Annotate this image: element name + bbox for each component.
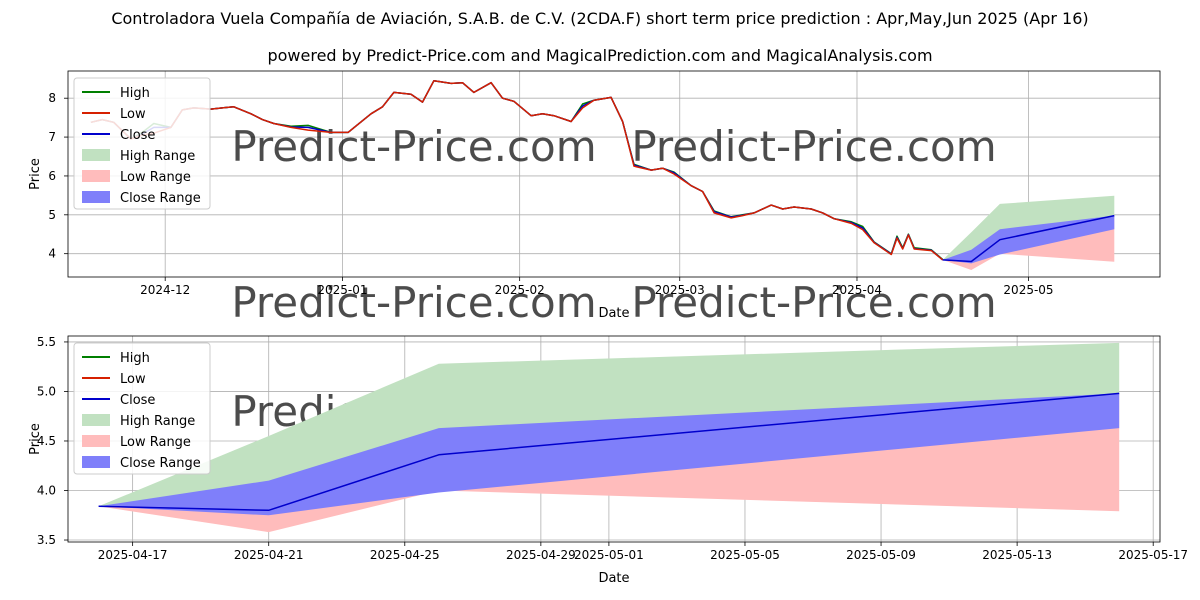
- y-tick-label: 8: [48, 91, 56, 105]
- x-axis-label: Date: [598, 571, 629, 586]
- x-tick-label: 2025-04-21: [234, 548, 304, 562]
- legend-label: Close Range: [120, 456, 201, 471]
- y-tick-label: 4.5: [37, 434, 56, 448]
- x-tick-label: 2025-02: [495, 283, 545, 297]
- plot-area: [90, 79, 1115, 270]
- x-tick-label: 2025-03: [655, 283, 705, 297]
- close-range-band: [98, 393, 1120, 516]
- y-tick-label: 6: [48, 169, 56, 183]
- x-tick-label: 2025-04: [832, 283, 882, 297]
- legend-label: Low: [120, 372, 146, 387]
- x-tick-label: 2025-05-01: [574, 548, 644, 562]
- watermark-text: Predict-Price.com: [231, 122, 596, 171]
- x-tick-label: 2025-04-17: [98, 548, 168, 562]
- legend-label: Low: [120, 107, 146, 122]
- y-tick-label: 5.5: [37, 335, 56, 349]
- x-tick-label: 2025-05-17: [1118, 548, 1188, 562]
- y-axis-label: Price: [28, 158, 43, 190]
- x-tick-label: 2025-05: [1003, 283, 1053, 297]
- watermark-text: Predict-Price.com: [631, 278, 996, 327]
- watermark-text: Predict-Price.com: [631, 122, 996, 171]
- legend-label: High Range: [120, 149, 195, 164]
- x-tick-label: 2025-04-25: [370, 548, 440, 562]
- y-tick-label: 5: [48, 208, 56, 222]
- legend-label: High: [120, 86, 150, 101]
- y-tick-label: 4.0: [37, 484, 56, 498]
- close-forecast-line: [98, 392, 1120, 512]
- legend-swatch-patch: [82, 435, 110, 447]
- legend-swatch-patch: [82, 414, 110, 426]
- legend-label: Low Range: [120, 435, 191, 450]
- legend-label: Close Range: [120, 191, 201, 206]
- legend-swatch-patch: [82, 170, 110, 182]
- y-tick-label: 5.0: [37, 384, 56, 398]
- chart-panel-1: 2024-12 2025-01 2025-02 2025-03 2025-04 2025-…: [28, 70, 1161, 327]
- legend-label: Close: [120, 128, 155, 143]
- legend-swatch-patch: [82, 191, 110, 203]
- x-tick-label: 2024-12: [140, 283, 190, 297]
- legend-label: High: [120, 351, 150, 366]
- axes-frame: [67, 335, 1161, 543]
- x-tick-label: 2025-05-05: [710, 548, 780, 562]
- close-forecast-line: [942, 214, 1115, 263]
- y-tick-label: 3.5: [37, 533, 56, 547]
- legend: High Low Close High Range Low Range Close Ran…: [73, 342, 211, 475]
- x-tick-label: 2025-05-13: [982, 548, 1052, 562]
- y-axis-label: Price: [28, 423, 43, 455]
- watermark-text: Predict-Price.com: [231, 278, 596, 327]
- legend: High Low Close High Range Low Range Close Ran…: [73, 77, 211, 210]
- axes-frame: [67, 70, 1161, 278]
- chart-subtitle: powered by Predict-Price.com and Magical…: [267, 46, 933, 65]
- x-tick-label: 2025-01: [317, 283, 367, 297]
- y-tick-label: 7: [48, 130, 56, 144]
- plot-area: [98, 342, 1120, 533]
- x-tick-label: 2025-04-29: [506, 548, 576, 562]
- legend-swatch-patch: [82, 149, 110, 161]
- legend-swatch-patch: [82, 456, 110, 468]
- legend-label: Close: [120, 393, 155, 408]
- y-tick-label: 4: [48, 247, 56, 261]
- legend-label: High Range: [120, 414, 195, 429]
- x-tick-label: 2025-05-09: [846, 548, 916, 562]
- low-series-line: [90, 79, 944, 261]
- chart-title: Controladora Vuela Compañía de Aviación,…: [111, 9, 1089, 28]
- chart-panel-2: 2025-04-17 2025-04-21 2025-04-25 2025-04-29…: [28, 335, 1188, 586]
- legend-label: Low Range: [120, 170, 191, 185]
- x-axis-label: Date: [598, 306, 629, 321]
